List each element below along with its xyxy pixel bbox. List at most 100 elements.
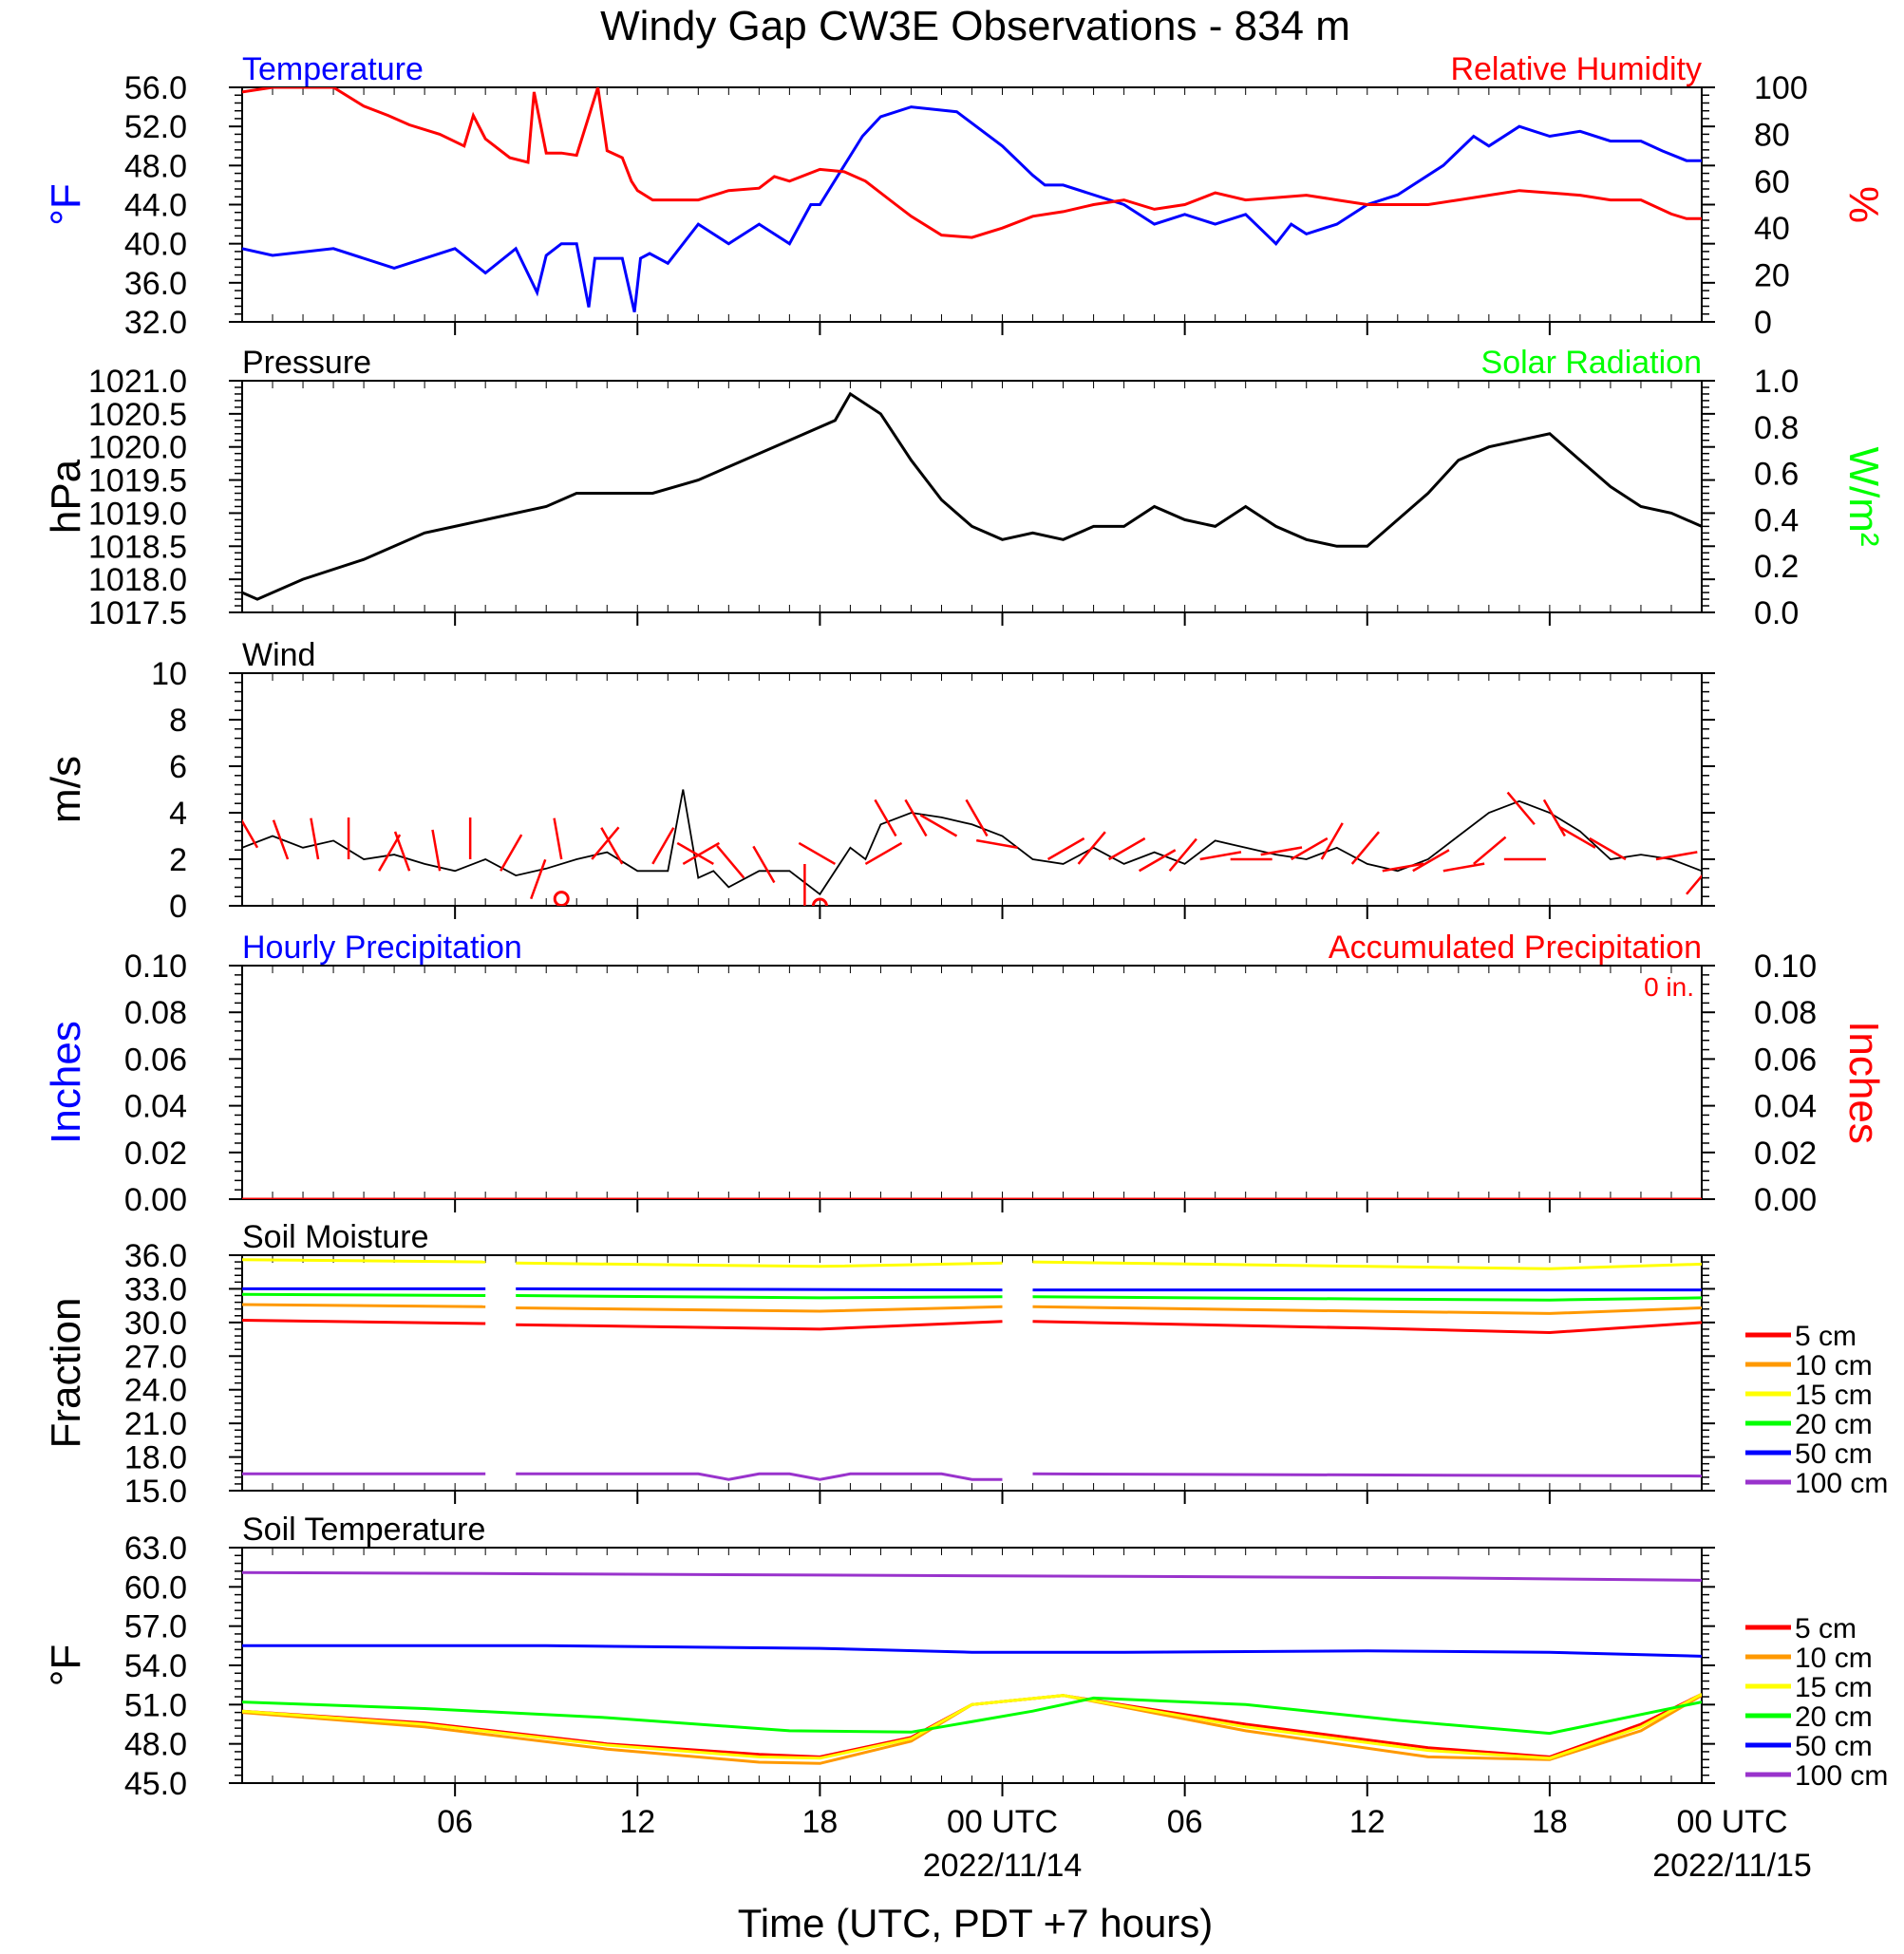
- y-tick-label: 44.0: [124, 188, 187, 224]
- wind-barb: [676, 841, 714, 865]
- wind-barb: [752, 845, 776, 884]
- panels: 32.036.040.044.048.052.056.0020406080100…: [43, 51, 1888, 1884]
- series-line-50-cm: [516, 1287, 1003, 1292]
- wind-barb: [1506, 791, 1536, 826]
- wind-barb: [1542, 799, 1566, 837]
- wind-barb: [1046, 836, 1085, 861]
- y-right-tick-label: 1.0: [1754, 364, 1799, 400]
- legend-label: 10 cm: [1795, 1350, 1873, 1381]
- panel-title-left: Soil Moisture: [242, 1219, 429, 1255]
- legend-label: 5 cm: [1795, 1613, 1857, 1644]
- y-axis-label: Fraction: [43, 1298, 89, 1449]
- wind-barb: [1382, 862, 1424, 873]
- legend-label: 10 cm: [1795, 1643, 1873, 1674]
- x-tick-label: 06: [1167, 1804, 1203, 1840]
- series-line-5-cm: [1032, 1320, 1702, 1335]
- y-tick-label: 1019.0: [88, 496, 187, 532]
- wind-barb: [874, 799, 897, 837]
- wind-barb: [1412, 849, 1450, 873]
- series-line-15-cm: [242, 1258, 486, 1264]
- y-right-tick-label: 0.0: [1754, 595, 1799, 631]
- y-tick-label: 0.00: [124, 1182, 187, 1218]
- wind-barb: [1473, 836, 1507, 865]
- y-axis-label: m/s: [43, 756, 89, 823]
- wind-barb: [1291, 836, 1329, 861]
- y-tick-label: 6: [169, 749, 187, 785]
- wind-barb: [798, 841, 837, 865]
- wind-barb: [1320, 822, 1344, 860]
- panel-title-left: Hourly Precipitation: [242, 930, 522, 966]
- y-tick-label: 30.0: [124, 1306, 187, 1342]
- y-tick-label: 40.0: [124, 227, 187, 263]
- legend-label: 20 cm: [1795, 1701, 1873, 1733]
- wind-barb: [1558, 825, 1596, 849]
- wind-barb: [1077, 831, 1106, 865]
- legend-label: 50 cm: [1795, 1731, 1873, 1762]
- y-right-tick-label: 0.06: [1754, 1042, 1817, 1078]
- x-axis-label: Time (UTC, PDT +7 hours): [738, 1901, 1214, 1945]
- plot-frame: [241, 672, 1703, 907]
- legend-label: 50 cm: [1795, 1438, 1873, 1470]
- y-tick-label: 51.0: [124, 1687, 187, 1723]
- y-right-tick-label: 100: [1754, 70, 1808, 106]
- series-line-15-cm: [1032, 1260, 1702, 1270]
- y-axis-label: °F: [43, 1644, 89, 1686]
- calm-wind-circle: [553, 891, 570, 906]
- wind-barb: [1686, 874, 1702, 895]
- wind-barb: [242, 818, 259, 849]
- calm-wind-circle: [811, 897, 828, 906]
- y-tick-label: 54.0: [124, 1648, 187, 1684]
- plot-area: [242, 789, 1702, 906]
- wind-barb: [1589, 836, 1627, 861]
- y-tick-label: 36.0: [124, 1238, 187, 1274]
- wind-barb: [500, 834, 523, 872]
- series-line-pressure: [242, 391, 1702, 601]
- y-axis-label-right: %: [1840, 186, 1887, 223]
- series-line-15-cm: [242, 1692, 1702, 1760]
- x-tick-label: 18: [801, 1804, 838, 1840]
- y-tick-label: 4: [169, 796, 187, 832]
- series-line-100-cm: [242, 1570, 1702, 1582]
- x-tick-label: 18: [1532, 1804, 1568, 1840]
- plot-area: [242, 1570, 1702, 1765]
- y-right-tick-label: 80: [1754, 117, 1790, 153]
- y-right-tick-label: 0.2: [1754, 549, 1799, 585]
- panel-6: 45.048.0 51.054.057.060.063.0 Soil Tempera…: [43, 1512, 1888, 1802]
- y-tick-label: 0.06: [124, 1042, 187, 1078]
- panel-1: 32.036.040.044.0 48.052.056.0 0 20 40 60 80 100…: [43, 51, 1887, 341]
- panel-2: 1017.51018.01018.51019.01019.51020.01020…: [43, 345, 1887, 631]
- plot-frame: [241, 965, 1703, 1200]
- y-tick-label: 45.0: [124, 1766, 187, 1802]
- wind-barb: [591, 826, 620, 860]
- series-line-5-cm: [516, 1320, 1003, 1331]
- panel-title-left: Wind: [242, 637, 315, 673]
- legend-label: 15 cm: [1795, 1380, 1873, 1411]
- panel-title-left: Soil Temperature: [242, 1512, 485, 1548]
- x-tick-label: 00 UTC: [947, 1804, 1058, 1840]
- x-date-label: 2022/11/15: [1652, 1848, 1812, 1884]
- y-right-tick-label: 0: [1754, 305, 1772, 341]
- x-tick-label: 06: [437, 1804, 473, 1840]
- wind-barb: [1168, 837, 1197, 873]
- plot-area: [242, 391, 1702, 601]
- y-tick-label: 1018.0: [88, 562, 187, 598]
- wind-barb: [600, 827, 624, 865]
- y-right-tick-label: 0.08: [1754, 995, 1817, 1031]
- y-tick-label: 27.0: [124, 1339, 187, 1375]
- y-tick-label: 0.08: [124, 995, 187, 1031]
- series-line-100-cm: [516, 1472, 1003, 1481]
- plot-frame: [241, 1547, 1703, 1784]
- y-tick-label: 60.0: [124, 1569, 187, 1606]
- y-right-tick-label: 0.10: [1754, 949, 1817, 985]
- panel-title-right: Solar Radiation: [1481, 345, 1702, 381]
- wind-barb: [1199, 851, 1242, 861]
- y-tick-label: 18.0: [124, 1440, 187, 1476]
- y-right-tick-label: 0.00: [1754, 1182, 1817, 1218]
- y-tick-label: 0.10: [124, 949, 187, 985]
- y-right-tick-label: 0.4: [1754, 502, 1799, 538]
- panel-5: 15.018.021.024.027.030.033.036.0 Soil Moi…: [43, 1219, 1888, 1510]
- legend-label: 15 cm: [1795, 1672, 1873, 1703]
- series-line-20-cm: [242, 1292, 486, 1297]
- y-tick-label: 21.0: [124, 1406, 187, 1442]
- panel-title-right: Accumulated Precipitation: [1329, 930, 1702, 966]
